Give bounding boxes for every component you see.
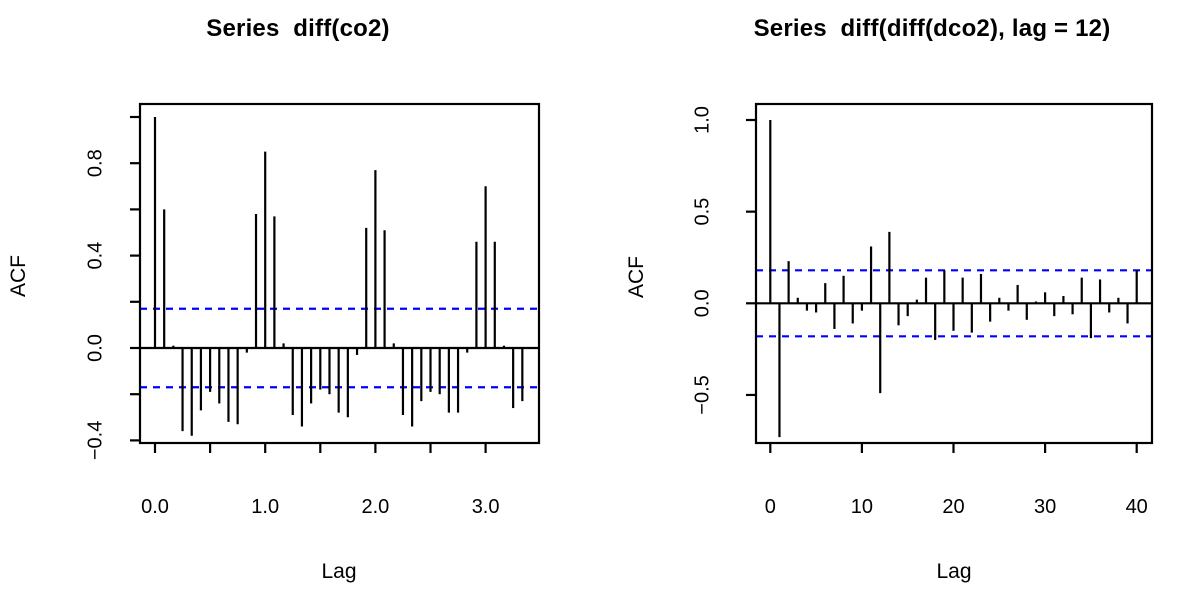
right-plot-title: Series diff(diff(dco2), lag = 12) xyxy=(753,15,1111,42)
y-tick-label: 0.0 xyxy=(691,289,713,317)
x-tick-label: 40 xyxy=(1126,496,1148,518)
left-plot-title: Series diff(co2) xyxy=(206,15,390,42)
x-tick-label: 30 xyxy=(1034,496,1056,518)
x-tick-label: 3.0 xyxy=(472,496,500,518)
acf-diff-co2-x-axis: 0.0 1.0 2.0 3.0 xyxy=(141,443,500,518)
x-tick-label: 2.0 xyxy=(361,496,389,518)
right-plot-ylabel: ACF xyxy=(625,256,648,298)
x-tick-label: 10 xyxy=(851,496,873,518)
acf-diff-diff-dco2-lag12-panel: 0 10 20 30 40 −0.5 0.0 0.5 1.0 xyxy=(691,102,1154,518)
acf-diff-diff-dco2-lag12-x-axis: 0 10 20 30 40 xyxy=(765,443,1148,518)
x-tick-label: 0 xyxy=(765,496,776,518)
left-plot-ylabel: ACF xyxy=(7,255,30,297)
y-tick-label: 1.0 xyxy=(691,106,713,134)
acf-diff-co2-bars xyxy=(153,117,524,436)
acf-diff-co2-y-axis: −0.4 0.0 0.4 0.8 xyxy=(84,115,140,460)
y-tick-label: 0.0 xyxy=(84,334,106,362)
y-tick-label: 0.5 xyxy=(691,198,713,226)
y-tick-label: −0.5 xyxy=(691,375,713,414)
y-tick-label: 0.8 xyxy=(84,149,106,177)
y-tick-label: −0.4 xyxy=(84,421,106,460)
right-plot-xlabel: Lag xyxy=(936,560,972,583)
y-tick-label: 0.4 xyxy=(84,242,106,270)
acf-diff-diff-dco2-lag12-bars xyxy=(769,120,1138,438)
acf-diff-diff-dco2-lag12-plot-frame xyxy=(754,102,1154,445)
x-tick-label: 20 xyxy=(942,496,964,518)
x-tick-label: 1.0 xyxy=(251,496,279,518)
acf-diff-diff-dco2-lag12-y-axis: −0.5 0.0 0.5 1.0 xyxy=(691,106,756,415)
acf-diff-co2-plot-frame xyxy=(138,102,541,445)
acf-diff-co2-panel: 0.0 1.0 2.0 3.0 −0.4 0.0 0.4 0.8 xyxy=(84,102,541,518)
left-plot-xlabel: Lag xyxy=(321,560,357,583)
x-tick-label: 0.0 xyxy=(141,496,169,518)
